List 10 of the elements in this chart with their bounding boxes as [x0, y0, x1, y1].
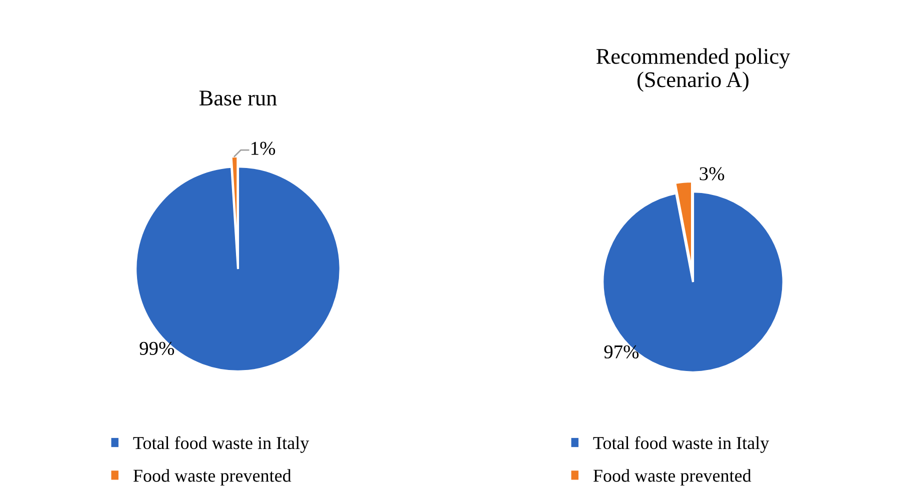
data-label: 97%: [604, 345, 639, 358]
legend-label: Total food waste in Italy: [593, 436, 770, 453]
data-label: 99%: [140, 342, 174, 356]
legend-label: Food waste prevented: [133, 469, 292, 486]
legend-label: Food waste prevented: [593, 469, 752, 486]
legend-label: Total food waste in Italy: [133, 436, 310, 453]
data-label: 1%: [252, 142, 276, 155]
chart-title: Base run: [199, 90, 277, 106]
data-label: 3%: [700, 167, 724, 180]
chart-title: Recommended policy (Scenario A): [596, 48, 790, 92]
